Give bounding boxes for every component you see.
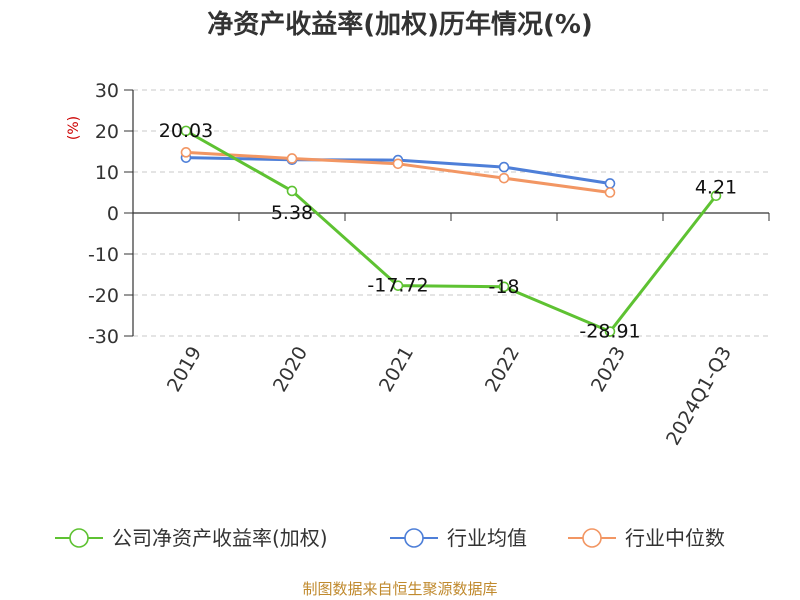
data-label: -28.91 — [579, 321, 640, 343]
legend-label: 公司净资产收益率(加权) — [112, 526, 328, 550]
x-tick-label: 2020 — [269, 343, 312, 396]
chart-title: 净资产收益率(加权)历年情况(%) — [207, 9, 593, 40]
data-point — [710, 190, 722, 202]
data-point — [180, 147, 192, 158]
legend-label: 行业均值 — [447, 526, 527, 550]
x-tick-label: 2023 — [587, 343, 630, 396]
legend-item: 公司净资产收益率(加权) — [55, 526, 328, 550]
data-point — [498, 161, 510, 173]
y-tick-label: 20 — [95, 121, 119, 143]
legend-marker — [69, 528, 89, 548]
data-labels: 20.03 5.38 -17.72 -18 -28.91 4.21 — [159, 120, 737, 343]
legend: 公司净资产收益率(加权) 行业均值 行业中位数 — [55, 526, 725, 550]
data-point — [180, 125, 192, 137]
y-tick-label: 0 — [107, 203, 119, 225]
y-tick-labels: 30 20 10 0 -10 -20 -30 — [88, 80, 119, 348]
series-line — [185, 129, 718, 334]
data-point — [392, 158, 404, 170]
legend-item: 行业中位数 — [568, 526, 725, 550]
data-point — [604, 178, 616, 189]
x-tick-labels: 2019 2020 2021 2022 2023 2024Q1-Q3 — [163, 343, 736, 449]
y-tick-label: 30 — [95, 80, 119, 102]
x-tick-label: 2019 — [163, 343, 206, 396]
data-label: -18 — [488, 276, 519, 298]
data-point — [498, 172, 510, 184]
series-group — [180, 125, 722, 337]
y-tick-label: 10 — [95, 162, 119, 184]
data-point — [498, 281, 510, 293]
x-tick-label: 2021 — [375, 343, 418, 396]
legend-label: 行业中位数 — [625, 526, 725, 550]
x-tick-label: 2024Q1-Q3 — [662, 343, 736, 449]
y-axis-label: (%) — [66, 116, 82, 140]
data-point — [604, 187, 616, 198]
source-note: 制图数据来自恒生聚源数据库 — [302, 580, 497, 598]
data-point — [392, 280, 404, 291]
y-tick-label: -30 — [88, 326, 119, 348]
data-label: -17.72 — [367, 275, 428, 297]
series-1 — [180, 152, 616, 189]
data-label: 20.03 — [159, 120, 213, 142]
y-tick-label: -20 — [88, 285, 119, 307]
data-label: 5.38 — [271, 202, 313, 224]
data-point — [286, 153, 298, 164]
data-point — [286, 185, 298, 197]
legend-marker — [404, 528, 424, 548]
series-0 — [180, 125, 722, 337]
series-2 — [180, 147, 616, 198]
data-label: 4.21 — [695, 177, 737, 199]
data-point — [604, 326, 616, 337]
legend-item: 行业均值 — [390, 526, 527, 550]
x-tick-label: 2022 — [481, 343, 524, 396]
axes — [124, 89, 770, 337]
legend-marker — [582, 528, 602, 548]
y-tick-label: -10 — [88, 244, 119, 266]
